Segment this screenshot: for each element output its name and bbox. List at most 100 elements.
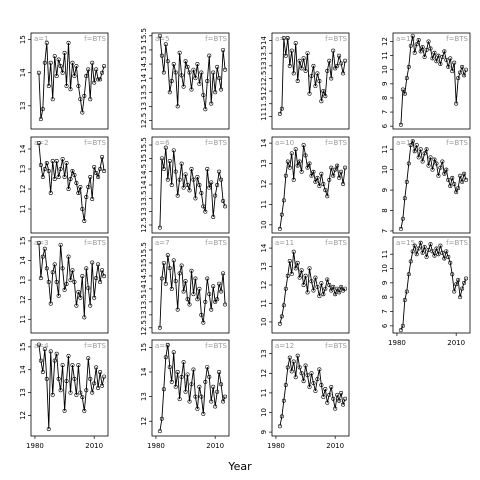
data-point — [321, 394, 326, 399]
y-tick-label: 13.5 — [140, 191, 148, 207]
data-point — [410, 249, 415, 254]
data-point — [406, 64, 411, 69]
y-tick-label: 14.5 — [140, 268, 148, 284]
data-point — [191, 367, 196, 372]
data-point — [163, 42, 168, 47]
data-point — [317, 184, 322, 189]
series-line — [400, 240, 467, 331]
y-tick-label: 11 — [381, 250, 389, 259]
data-point — [177, 397, 182, 402]
data-point — [52, 358, 57, 363]
data-point — [295, 79, 300, 84]
panel-a-15: a=15 f=BTS 6 7 8 9 10 11 1980 2010 — [381, 236, 471, 347]
data-point — [442, 49, 447, 54]
data-point — [285, 365, 290, 370]
data-point — [223, 67, 228, 72]
panel-a-13: a=13 f=BTS 6 7 8 9 10 11 12 — [381, 32, 471, 130]
data-point — [307, 161, 312, 166]
x-tick-label: 2010 — [326, 442, 344, 450]
data-point — [319, 99, 324, 104]
data-point — [88, 97, 93, 102]
data-point — [341, 71, 346, 76]
data-point — [76, 363, 81, 368]
data-point — [428, 46, 433, 51]
fleet-label: f=BTS — [205, 239, 227, 247]
data-point — [295, 260, 300, 265]
data-point — [161, 70, 166, 75]
data-point — [329, 288, 334, 293]
y-tick-label: 15 — [19, 342, 27, 351]
y-tick-label: 15.5 — [140, 137, 148, 153]
data-point — [414, 143, 419, 148]
data-point — [88, 303, 93, 308]
data-point — [205, 167, 210, 172]
data-point — [183, 59, 188, 64]
data-point — [329, 76, 334, 81]
data-point — [189, 167, 194, 172]
data-point — [307, 266, 312, 271]
data-point — [201, 204, 206, 209]
data-point — [86, 285, 91, 290]
data-point — [448, 56, 453, 61]
data-point — [215, 64, 220, 69]
data-point — [295, 353, 300, 358]
panel-label: a=15 — [396, 239, 415, 247]
data-point — [299, 66, 304, 71]
y-tick-label: 11 — [260, 299, 268, 308]
data-point — [436, 173, 441, 178]
data-point — [291, 359, 296, 364]
data-point — [317, 79, 322, 84]
y-tick-label: 10 — [260, 220, 268, 229]
data-point — [88, 376, 93, 381]
data-point — [335, 163, 340, 168]
y-tick-label: 14 — [260, 36, 268, 45]
y-tick-label: 8 — [381, 208, 389, 212]
y-tick-label: 11 — [381, 51, 389, 60]
data-point — [327, 392, 332, 397]
data-point — [175, 369, 180, 374]
data-point — [159, 156, 164, 161]
data-point — [339, 284, 344, 289]
data-point — [432, 50, 437, 55]
data-point — [452, 181, 457, 186]
data-point — [333, 406, 338, 411]
data-point — [185, 64, 190, 69]
data-point — [299, 169, 304, 174]
data-point — [454, 101, 459, 106]
data-point — [315, 284, 320, 289]
data-point — [94, 365, 99, 370]
panel-label: a=2 — [34, 139, 49, 147]
data-point — [331, 396, 336, 401]
data-point — [440, 159, 445, 164]
y-tick-label: 13 — [260, 262, 268, 271]
data-point — [426, 163, 431, 168]
data-point — [42, 167, 47, 172]
x-tick-label: 2010 — [85, 442, 103, 450]
fleet-label: f=BTS — [325, 139, 347, 147]
data-point — [64, 379, 69, 384]
y-tick-label: 15 — [140, 154, 148, 163]
data-point — [315, 71, 320, 76]
data-point — [163, 281, 168, 286]
data-point — [313, 275, 318, 280]
data-point — [159, 53, 164, 58]
data-point — [323, 286, 328, 291]
data-point — [40, 369, 45, 374]
data-point — [179, 263, 184, 268]
data-point — [311, 381, 316, 386]
y-tick-label: 6 — [381, 123, 389, 128]
data-point — [195, 62, 200, 67]
data-point — [195, 406, 200, 411]
y-tick-label: 14 — [19, 68, 27, 77]
data-point — [94, 276, 99, 281]
data-point — [287, 355, 292, 360]
y-tick-label: 14.5 — [140, 164, 148, 180]
series-line — [159, 35, 226, 110]
data-point — [205, 276, 210, 281]
data-point — [343, 58, 348, 63]
data-point — [287, 258, 292, 263]
data-point — [343, 165, 348, 170]
data-point — [54, 159, 59, 164]
data-point — [440, 250, 445, 255]
